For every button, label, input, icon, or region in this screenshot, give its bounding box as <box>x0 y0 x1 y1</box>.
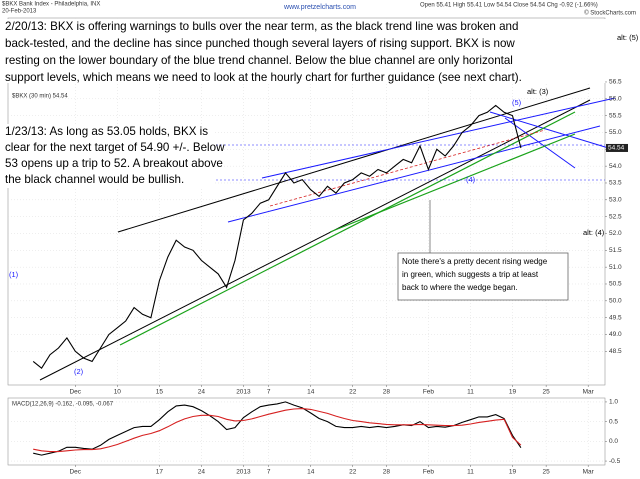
x-tick-label: 25 <box>543 389 551 396</box>
y-tick-label: -0.5 <box>609 458 621 465</box>
x-tick-label: Feb <box>423 469 435 476</box>
series-line <box>32 104 522 370</box>
y-tick-label: 1.0 <box>609 399 618 406</box>
earlier-commentary: 1/23/13: As long as 53.05 holds, BKX is … <box>5 125 225 186</box>
y-tick-label: 51.0 <box>609 264 622 271</box>
last-price-label: 54.54 <box>608 145 625 152</box>
green-wedge-line <box>329 133 576 233</box>
x-tick-label: 19 <box>509 389 517 396</box>
note-line: Note there's a pretty decent rising wedg… <box>402 257 548 266</box>
x-tick-label: 24 <box>198 389 206 396</box>
series-line <box>33 401 522 456</box>
credit: © StockCharts.com <box>584 10 636 17</box>
last-price-tag <box>606 143 628 152</box>
wave-label: alt: (5) <box>617 33 639 42</box>
note-line: in green, which suggests a trip at least <box>402 270 539 279</box>
series-line <box>33 408 522 453</box>
watermark: www.pretzelcharts.com <box>283 4 356 11</box>
legend-label: $BKX (30 min) 54.54 <box>12 94 68 100</box>
commentary-line: 2/20/13: BKX is offering warnings to bul… <box>5 20 518 33</box>
commentary-line: 53 opens up a trip to 52. A breakout abo… <box>5 157 223 170</box>
x-tick-label: 24 <box>198 469 206 476</box>
x-tick-label: Mar <box>583 389 595 396</box>
blue-line <box>489 111 616 151</box>
x-tick-label: 2013 <box>236 469 251 476</box>
wedge-note: Note there's a pretty decent rising wedg… <box>402 257 548 292</box>
x-tick-label: 14 <box>307 469 315 476</box>
y-tick-label: 55.0 <box>609 129 622 136</box>
commentary-line: support levels, which means we need to l… <box>5 71 522 84</box>
black-trend-line <box>117 87 591 233</box>
x-tick-label: 28 <box>383 469 391 476</box>
commentary-line: resting on the lower boundary of the blu… <box>5 54 513 67</box>
x-tick-label: 17 <box>156 469 164 476</box>
x-tick-label: 10 <box>114 389 122 396</box>
wave-label: (5) <box>512 98 522 107</box>
commentary: 2/20/13: BKX is offering warnings to bul… <box>5 20 522 84</box>
macd-panel <box>7 397 606 466</box>
quote: Open 55.41 High 55.41 Low 54.54 Close 54… <box>420 3 598 9</box>
x-tick-label: 22 <box>349 469 357 476</box>
y-tick-label: 50.0 <box>609 298 622 305</box>
y-tick-label: 56.5 <box>609 79 622 86</box>
commentary-line: clear for the next target of 54.90 +/-. … <box>5 141 225 154</box>
blue-line <box>504 117 576 169</box>
black-trend-line <box>39 99 591 381</box>
y-tick-label: 50.5 <box>609 281 622 288</box>
wave-labels: alt: (3) alt: (4) alt: (5) (5) (4) (1) (… <box>9 33 639 376</box>
y-tick-label: 52.0 <box>609 230 622 237</box>
x-tick-label: 28 <box>383 389 391 396</box>
x-tick-label: 22 <box>349 389 357 396</box>
chart-title: $BKX Bank Index - Philadelphia, INX <box>2 2 100 8</box>
x-tick-label: 2013 <box>236 389 251 396</box>
y-tick-label: 0.0 <box>609 438 618 445</box>
x-tick-label: Dec <box>69 469 81 476</box>
y-tick-label: 49.5 <box>609 314 622 321</box>
wave-label: alt: (4) <box>583 228 605 237</box>
y-tick-label: 48.5 <box>609 348 622 355</box>
commentary-line: 1/23/13: As long as 53.05 holds, BKX is <box>5 125 208 138</box>
wave-label: (1) <box>9 270 19 279</box>
commentary-line: back-tested, and the decline has since p… <box>5 37 515 50</box>
y-tick-label: 53.5 <box>609 180 622 187</box>
commentary-line: the black channel would be bullish. <box>5 173 184 186</box>
x-tick-label: 11 <box>467 469 474 476</box>
y-tick-label: 51.5 <box>609 247 622 254</box>
x-tick-label: 25 <box>543 469 551 476</box>
y-tick-label: 54.0 <box>609 163 622 170</box>
macd-title: MACD(12,26,9) -0.162, -0.095, -0.067 <box>12 402 114 408</box>
x-tick-label: 15 <box>156 389 164 396</box>
x-tick-label: 7 <box>267 469 271 476</box>
y-tick-label: 53.0 <box>609 197 622 204</box>
x-tick-label: Dec <box>69 389 81 396</box>
commentary-box <box>3 19 615 83</box>
note-box <box>397 252 569 301</box>
x-tick-label: 11 <box>467 389 474 396</box>
wave-label: (4) <box>466 175 476 184</box>
y-tick-label: 49.0 <box>609 331 622 338</box>
trend-lines <box>8 87 616 381</box>
y-tick-label: 55.5 <box>609 112 622 119</box>
x-tick-label: 7 <box>267 389 271 396</box>
x-tick-label: 14 <box>307 389 315 396</box>
y-tick-label: 52.5 <box>609 213 622 220</box>
blue-channel-line <box>261 97 616 179</box>
earlier-commentary-box <box>3 124 215 188</box>
green-wedge-line <box>119 111 576 346</box>
wave-label: alt: (3) <box>527 87 549 96</box>
x-tick-label: Mar <box>583 469 595 476</box>
wave-label: (2) <box>74 367 84 376</box>
note-line: back to where the wedge began. <box>402 283 518 292</box>
x-tick-label: Feb <box>423 389 435 396</box>
chart-date: 20-Feb-2013 <box>2 9 37 15</box>
x-tick-label: 19 <box>509 469 517 476</box>
y-tick-label: 0.5 <box>609 418 618 425</box>
y-tick-label: 56.0 <box>609 96 622 103</box>
